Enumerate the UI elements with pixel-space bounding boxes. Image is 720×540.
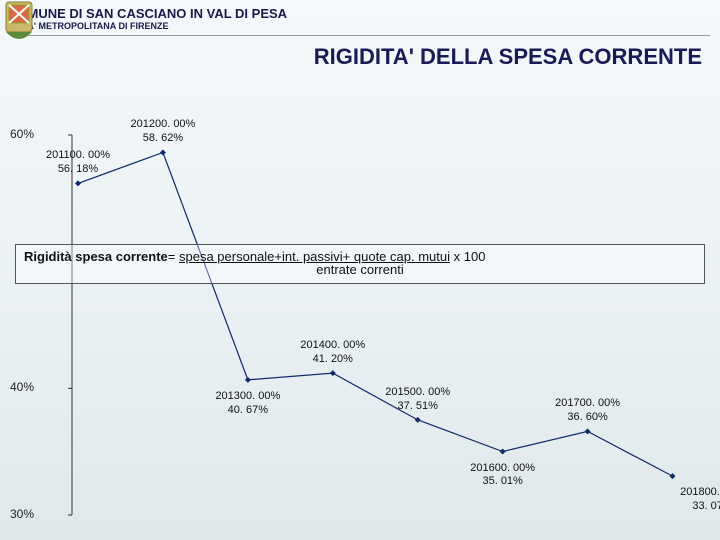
org-name: COMUNE DI SAN CASCIANO IN VAL DI PESA	[8, 6, 287, 21]
crest-icon	[0, 0, 38, 42]
formula-lhs: Rigidità spesa corrente	[24, 249, 168, 264]
formula-numerator: spesa personale+int. passivi+ quote cap.…	[179, 249, 450, 264]
point-label: 201100. 00%56. 18%	[46, 149, 110, 177]
point-label: 201200. 00%58. 62%	[131, 118, 196, 146]
point-label: 201800. 00%33. 07%	[680, 486, 720, 514]
formula-box: Rigidità spesa corrente= spesa personale…	[15, 244, 705, 284]
point-label: 201700. 00%36. 60%	[555, 397, 620, 425]
page-title: RIGIDITA' DELLA SPESA CORRENTE	[0, 36, 720, 70]
y-tick-label: 30%	[10, 507, 34, 521]
header: COMUNE DI SAN CASCIANO IN VAL DI PESA CI…	[0, 0, 720, 33]
org-sub: CITTA' METROPOLITANA DI FIRENZE	[8, 21, 287, 31]
y-tick-label: 40%	[10, 380, 34, 394]
chart: 30% 40% 60% 201100. 00%56. 18% 201200. 00%58…	[0, 115, 720, 525]
y-tick-label: 60%	[10, 127, 34, 141]
point-label: 201500. 00%37. 51%	[385, 386, 450, 414]
formula-denominator: entrate correnti	[24, 262, 696, 277]
point-label: 201300. 00%40. 67%	[215, 390, 280, 418]
formula-times: x 100	[450, 249, 485, 264]
point-label: 201400. 00%41. 20%	[300, 339, 365, 367]
point-label: 201600. 00%35. 01%	[470, 462, 535, 490]
header-text: COMUNE DI SAN CASCIANO IN VAL DI PESA CI…	[8, 6, 287, 31]
